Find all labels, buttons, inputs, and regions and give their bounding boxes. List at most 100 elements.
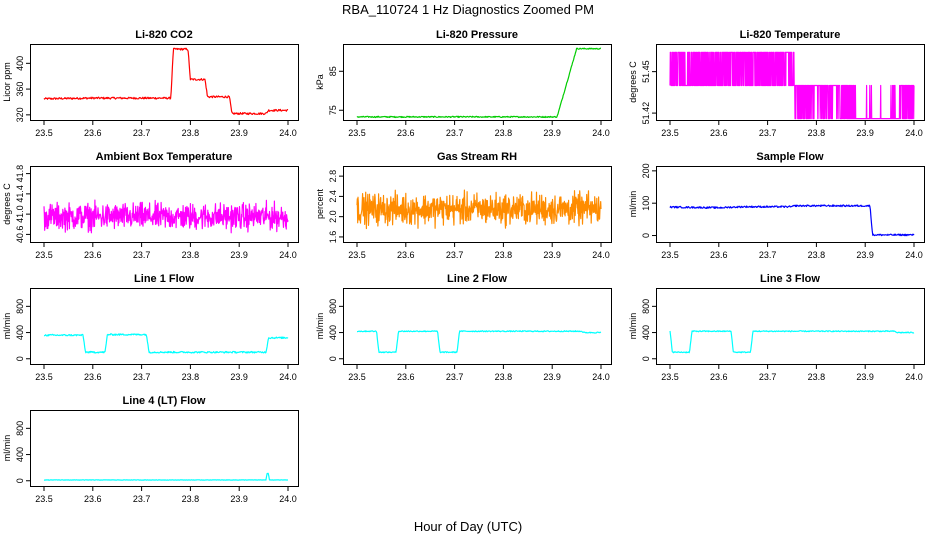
data-series [43,47,289,116]
x-tick-label: 23.7 [446,250,464,260]
figure-title: RBA_110724 1 Hz Diagnostics Zoomed PM [342,2,594,17]
data-series [356,189,602,230]
x-tick-label: 23.8 [495,372,513,382]
y-tick-label: 41.0 [15,205,25,223]
x-tick-label: 23.5 [35,494,53,504]
y-axis-label: degrees C [628,61,638,103]
y-tick-label: 800 [15,421,25,436]
data-series [669,51,915,120]
panel-line-3-flow: Line 3 Flow 23.5 23.6 23.7 23.8 23.9 24.0 0 400 8… [628,273,925,382]
plot-frame [30,166,299,243]
y-tick-label: 400 [328,325,338,340]
panel-title: Line 3 Flow [760,273,820,285]
x-tick-label: 23.5 [348,250,366,260]
y-tick-label: 100 [641,196,651,211]
x-tick-label: 24.0 [905,372,923,382]
x-tick-label: 23.8 [182,494,200,504]
x-tick-label: 23.7 [446,372,464,382]
y-tick-label: 2.8 [328,170,338,183]
x-tick-label: 23.6 [84,250,102,260]
x-tick-label: 23.9 [230,494,248,504]
x-tick-label: 23.7 [759,128,777,138]
x-tick-label: 23.9 [856,128,874,138]
x-tick-label: 23.8 [808,128,826,138]
x-tick-label: 23.9 [856,250,874,260]
x-tick-label: 23.6 [84,372,102,382]
y-tick-label: 800 [641,299,651,314]
panel-li-820-co2: Li-820 CO2 23.5 23.6 23.7 23.8 23.9 24.0 320 360… [2,29,299,138]
panel-li-820-temperature: Li-820 Temperature 23.5 23.6 23.7 23.8 23.9 24… [628,29,925,138]
x-tick-label: 23.9 [543,372,561,382]
x-tick-label: 23.7 [759,372,777,382]
x-tick-label: 23.9 [543,250,561,260]
y-tick-label: 400 [15,56,25,71]
x-tick-label: 24.0 [279,128,297,138]
y-axis-label: Licor ppm [2,62,12,102]
x-tick-label: 23.8 [495,250,513,260]
panel-title: Gas Stream RH [437,151,517,163]
x-tick-label: 23.9 [543,128,561,138]
plot-frame [656,288,925,365]
plot-frame [343,288,612,365]
plot-frame [30,410,299,487]
panel-line-1-flow: Line 1 Flow 23.5 23.6 23.7 23.8 23.9 24.0 0 400 8… [2,273,299,382]
x-tick-label: 23.9 [230,372,248,382]
plot-frame [343,166,612,243]
x-tick-label: 24.0 [592,128,610,138]
plot-frame [30,44,299,121]
y-tick-label: 0 [641,356,651,361]
y-tick-label: 800 [328,299,338,314]
y-tick-label: 2.0 [328,210,338,223]
y-axis-label: ml/min [2,435,12,462]
y-axis-label: percent [315,188,325,219]
x-tick-label: 23.5 [661,128,679,138]
data-series [43,472,288,481]
panel-title: Line 4 (LT) Flow [123,395,206,407]
panel-ambient-box-temperature: Ambient Box Temperature 23.5 23.6 23.7 23.8 2… [2,151,299,260]
y-tick-label: 0 [641,233,651,238]
x-tick-label: 23.5 [661,372,679,382]
plot-frame [656,44,925,121]
x-tick-label: 23.6 [710,250,728,260]
y-axis-label: degrees C [2,183,12,225]
x-tick-label: 24.0 [592,372,610,382]
x-tick-label: 23.7 [133,494,151,504]
y-tick-label: 400 [15,325,25,340]
y-axis-label: ml/min [628,313,638,340]
x-tick-label: 24.0 [279,494,297,504]
y-tick-label: 41.4 [15,185,25,203]
y-tick-label: 0 [328,356,338,361]
x-tick-label: 24.0 [279,372,297,382]
x-tick-label: 23.8 [495,128,513,138]
plot-frame [30,288,299,365]
y-tick-label: 1.6 [328,231,338,244]
panel-line-4-lt-flow: Line 4 (LT) Flow 23.5 23.6 23.7 23.8 23.9 24.0… [2,395,299,504]
x-tick-label: 24.0 [905,128,923,138]
plot-frame [656,166,925,243]
x-tick-label: 24.0 [279,250,297,260]
panel-title: Li-820 CO2 [135,29,192,41]
x-tick-label: 23.5 [35,250,53,260]
x-tick-label: 23.8 [808,250,826,260]
data-series [356,47,602,119]
y-tick-label: 41.8 [15,165,25,183]
x-tick-label: 23.6 [84,494,102,504]
x-tick-label: 23.7 [446,128,464,138]
panel-title: Line 2 Flow [447,273,507,285]
x-tick-label: 23.7 [133,372,151,382]
y-tick-label: 800 [15,299,25,314]
panels-grid: Li-820 CO2 23.5 23.6 23.7 23.8 23.9 24.0 320 360… [2,29,925,504]
x-tick-label: 23.6 [397,372,415,382]
y-axis-label: ml/min [315,313,325,340]
data-series [43,333,289,354]
x-tick-label: 23.9 [856,372,874,382]
y-tick-label: 40.6 [15,226,25,244]
data-series [669,330,915,354]
panel-title: Li-820 Temperature [740,29,841,41]
x-tick-label: 23.7 [759,250,777,260]
panel-title: Li-820 Pressure [436,29,518,41]
y-axis-label: ml/min [2,313,12,340]
x-tick-label: 23.5 [348,372,366,382]
y-tick-label: 75 [328,105,338,115]
x-tick-label: 23.6 [84,128,102,138]
